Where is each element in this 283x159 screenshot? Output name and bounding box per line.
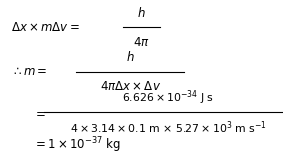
Text: $4\pi$: $4\pi$ — [133, 36, 150, 49]
Text: $=$: $=$ — [33, 106, 46, 119]
Text: $h$: $h$ — [126, 50, 134, 64]
Text: $4 \times 3.14 \times 0.1$ m $\times$ $5.27 \times 10^{3}$ m s$^{-1}$: $4 \times 3.14 \times 0.1$ m $\times$ $5… — [70, 119, 267, 135]
Text: $4\pi \Delta x \times \Delta v$: $4\pi \Delta x \times \Delta v$ — [100, 80, 161, 93]
Text: $\therefore m = $: $\therefore m = $ — [11, 65, 48, 78]
Text: $6.626 \times 10^{-34}$ J s: $6.626 \times 10^{-34}$ J s — [122, 89, 215, 107]
Text: $= 1 \times 10^{-37}$ kg: $= 1 \times 10^{-37}$ kg — [33, 136, 121, 155]
Text: $\Delta x \times m\Delta v = $: $\Delta x \times m\Delta v = $ — [11, 21, 80, 34]
Text: $h$: $h$ — [137, 6, 146, 20]
